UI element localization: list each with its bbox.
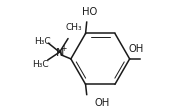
Text: +: + — [60, 43, 66, 52]
Text: N: N — [55, 48, 64, 58]
Text: HO: HO — [82, 7, 98, 17]
Text: OH: OH — [129, 44, 144, 54]
Text: OH: OH — [95, 98, 110, 107]
Text: CH₃: CH₃ — [66, 22, 83, 31]
Text: H₃C: H₃C — [34, 36, 50, 45]
Text: H₃C: H₃C — [32, 60, 49, 69]
